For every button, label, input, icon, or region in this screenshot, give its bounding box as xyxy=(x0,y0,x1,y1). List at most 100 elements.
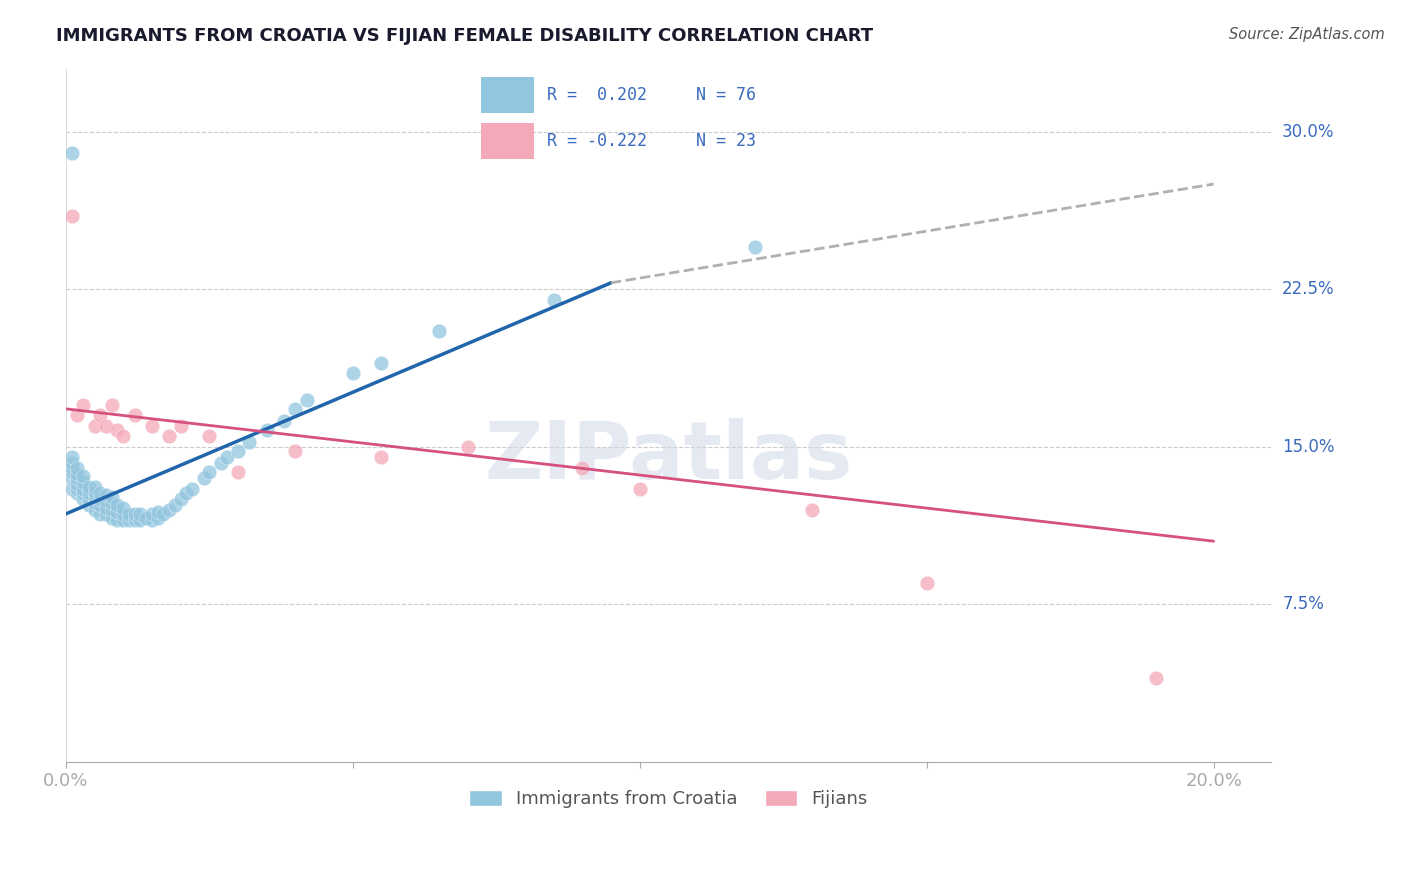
Point xyxy=(60,482,83,496)
Point xyxy=(66,471,89,485)
Point xyxy=(1144,671,1167,685)
Point xyxy=(284,443,307,458)
Point xyxy=(107,423,129,437)
Point xyxy=(83,486,105,500)
Point xyxy=(100,398,122,412)
Point xyxy=(295,393,318,408)
Point xyxy=(152,507,174,521)
Point xyxy=(77,492,100,507)
Point xyxy=(169,492,191,507)
Point xyxy=(94,488,117,502)
Point xyxy=(169,418,191,433)
Point xyxy=(163,499,186,513)
Text: N = 23: N = 23 xyxy=(696,132,755,150)
Point xyxy=(83,479,105,493)
Point xyxy=(157,429,180,443)
Point xyxy=(66,482,89,496)
Point xyxy=(89,507,111,521)
Point xyxy=(94,418,117,433)
Point xyxy=(141,418,163,433)
Point xyxy=(112,500,135,515)
Point xyxy=(226,465,249,479)
Point xyxy=(107,513,129,527)
Text: 15.0%: 15.0% xyxy=(1282,438,1334,456)
Point xyxy=(77,499,100,513)
Point xyxy=(146,505,169,519)
Legend: Immigrants from Croatia, Fijians: Immigrants from Croatia, Fijians xyxy=(461,782,875,815)
Point xyxy=(100,490,122,504)
Point xyxy=(370,450,392,465)
Point xyxy=(118,513,141,527)
Point xyxy=(543,293,565,307)
Point xyxy=(100,496,122,510)
Point xyxy=(238,435,260,450)
Point xyxy=(60,145,83,160)
Point xyxy=(198,465,221,479)
Text: 30.0%: 30.0% xyxy=(1282,122,1334,141)
Point xyxy=(141,513,163,527)
Point xyxy=(181,482,204,496)
Point xyxy=(66,467,89,481)
Text: IMMIGRANTS FROM CROATIA VS FIJIAN FEMALE DISABILITY CORRELATION CHART: IMMIGRANTS FROM CROATIA VS FIJIAN FEMALE… xyxy=(56,27,873,45)
Point xyxy=(66,460,89,475)
Text: R =  0.202: R = 0.202 xyxy=(547,87,647,104)
Point xyxy=(83,418,105,433)
Point xyxy=(89,499,111,513)
Point xyxy=(118,507,141,521)
Point xyxy=(72,486,94,500)
Point xyxy=(72,475,94,490)
Point xyxy=(94,494,117,508)
Point xyxy=(94,507,117,521)
Point xyxy=(77,486,100,500)
Point xyxy=(83,490,105,504)
Point xyxy=(66,408,89,422)
Point xyxy=(72,469,94,483)
Text: N = 76: N = 76 xyxy=(696,87,755,104)
Point xyxy=(124,513,146,527)
Point xyxy=(60,460,83,475)
Point xyxy=(72,398,94,412)
Point xyxy=(112,429,135,443)
Point xyxy=(107,505,129,519)
Point xyxy=(129,513,152,527)
Point xyxy=(100,511,122,525)
Point xyxy=(94,500,117,515)
Point xyxy=(135,511,157,525)
Point xyxy=(60,209,83,223)
Point xyxy=(60,450,83,465)
Point xyxy=(370,356,392,370)
Point xyxy=(89,492,111,507)
Point xyxy=(146,511,169,525)
Point xyxy=(342,366,364,380)
Point xyxy=(226,443,249,458)
Point xyxy=(112,507,135,521)
Point xyxy=(60,471,83,485)
Point xyxy=(83,496,105,510)
Point xyxy=(89,408,111,422)
Point xyxy=(83,502,105,516)
Point xyxy=(215,450,238,465)
Point xyxy=(427,324,450,338)
Point xyxy=(915,576,938,591)
Point xyxy=(129,507,152,521)
Point xyxy=(273,414,295,428)
Point xyxy=(256,423,278,437)
Text: ZIPatlas: ZIPatlas xyxy=(484,417,852,496)
Point xyxy=(77,479,100,493)
Text: 7.5%: 7.5% xyxy=(1282,595,1324,613)
Point xyxy=(193,471,215,485)
Point xyxy=(89,486,111,500)
Bar xyxy=(481,77,534,113)
Text: R = -0.222: R = -0.222 xyxy=(547,132,647,150)
Point xyxy=(124,507,146,521)
Point xyxy=(284,401,307,416)
Point xyxy=(628,482,651,496)
Point xyxy=(60,465,83,479)
Point xyxy=(571,460,593,475)
Point xyxy=(72,482,94,496)
Point xyxy=(112,513,135,527)
Point xyxy=(198,429,221,443)
Point xyxy=(107,499,129,513)
Point xyxy=(157,502,180,516)
Point xyxy=(176,486,198,500)
